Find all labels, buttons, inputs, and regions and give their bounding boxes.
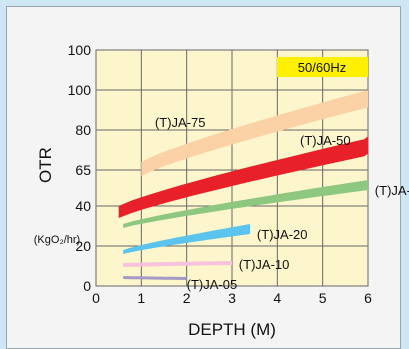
series-band	[118, 128, 368, 218]
x-tick-label: 6	[364, 290, 372, 306]
y-tick-label: 0	[83, 278, 91, 294]
x-tick-label: 5	[319, 290, 327, 306]
series-label: (T)JA-10	[239, 257, 290, 272]
frequency-badge	[277, 57, 368, 77]
series-band	[123, 224, 251, 254]
y-axis-unit: (KgO₂/hr)	[34, 234, 80, 246]
series-label: (T)JA-75	[155, 115, 206, 130]
x-tick-labels: 0 1 2 3 4 5 6	[92, 290, 372, 306]
x-tick-label: 1	[137, 290, 145, 306]
x-tick-label: 3	[228, 290, 236, 306]
series-label: (T)JA-05	[187, 277, 238, 292]
y-tick-label: 40	[75, 198, 91, 214]
series-band	[123, 180, 368, 228]
series-labels: (T)JA-75 (T)JA-50 (T)JA-30 (T)JA-20 (T)JA-10…	[155, 115, 409, 292]
y-tick-label: 65	[75, 162, 91, 178]
series-bands	[118, 78, 368, 280]
y-tick-labels: 0 20 40 65 80 100 100	[68, 42, 92, 294]
x-axis-title: DEPTH (M)	[188, 320, 276, 339]
y-axis-title: OTR	[36, 147, 55, 183]
x-tick-label: 4	[273, 290, 281, 306]
x-tick-label: 0	[92, 290, 100, 306]
frequency-badge-text: 50/60Hz	[298, 60, 346, 75]
x-tick-label: 2	[183, 290, 191, 306]
series-band	[123, 261, 232, 267]
series-label: (T)JA-50	[300, 133, 351, 148]
series-band	[141, 78, 368, 176]
y-tick-label: 100	[68, 82, 92, 98]
y-tick-label: 100	[68, 42, 92, 58]
series-band	[123, 276, 187, 280]
series-label: (T)JA-30	[375, 183, 409, 198]
y-tick-label: 80	[75, 122, 91, 138]
series-label: (T)JA-20	[257, 227, 308, 242]
y-tick-label: 20	[75, 238, 91, 254]
